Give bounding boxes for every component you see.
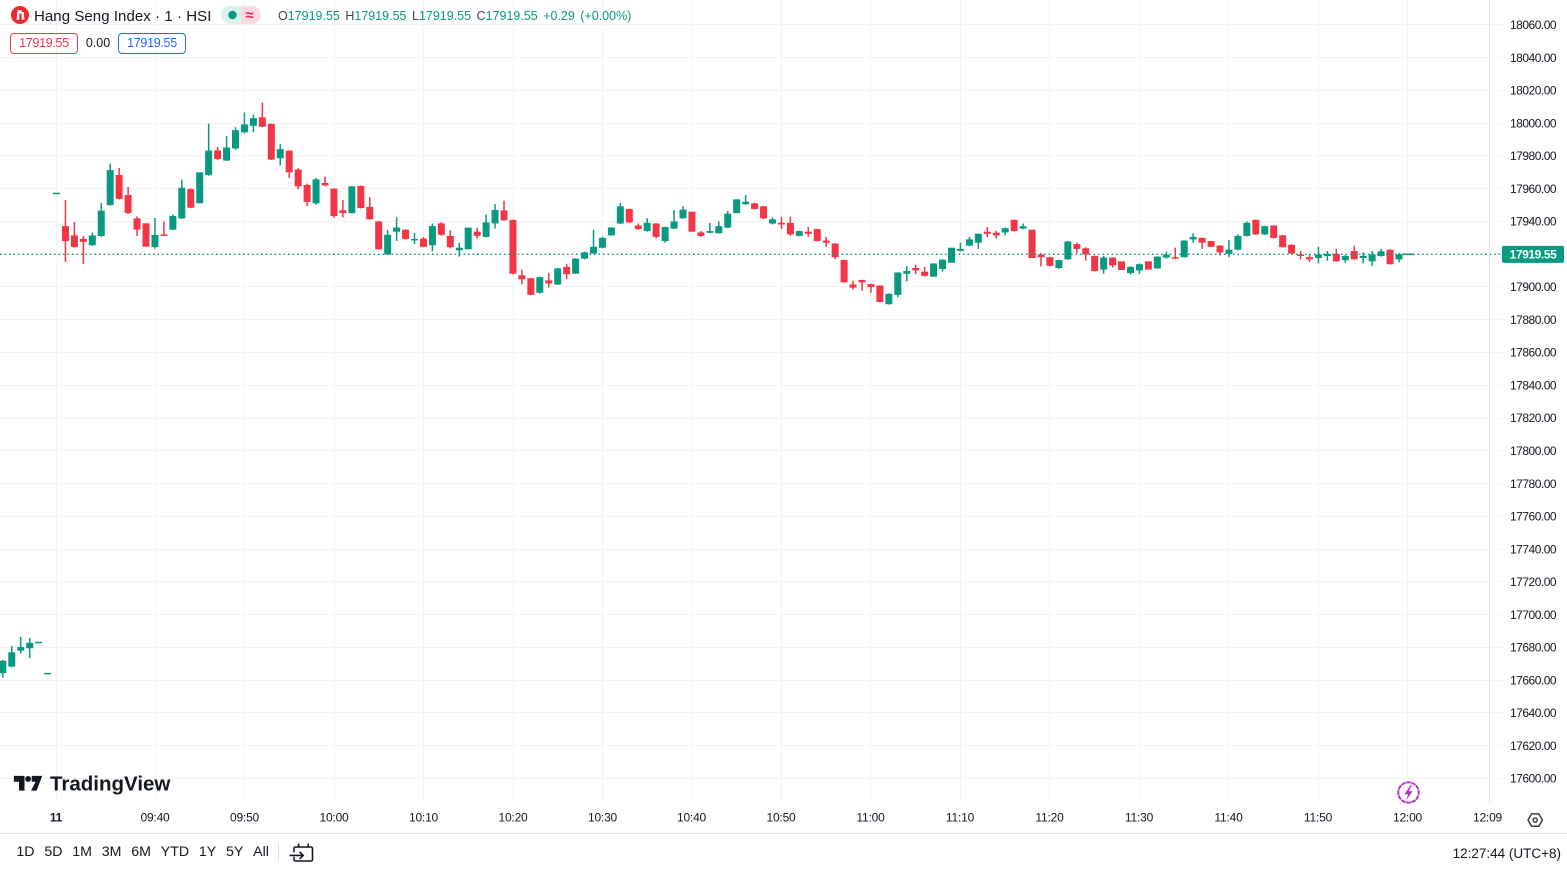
svg-text:11:20: 11:20: [1035, 811, 1064, 825]
svg-text:17660.00: 17660.00: [1510, 673, 1557, 687]
svg-text:11:30: 11:30: [1125, 811, 1154, 825]
svg-text:11:40: 11:40: [1214, 811, 1243, 825]
svg-text:17720.00: 17720.00: [1510, 575, 1557, 589]
svg-text:10:20: 10:20: [498, 811, 528, 825]
svg-text:18000.00: 18000.00: [1510, 116, 1557, 130]
svg-text:17700.00: 17700.00: [1510, 608, 1557, 622]
svg-text:17740.00: 17740.00: [1510, 542, 1557, 556]
svg-text:17919.55: 17919.55: [1510, 248, 1558, 262]
svg-text:12:00: 12:00: [1393, 811, 1423, 825]
svg-text:18060.00: 18060.00: [1510, 18, 1557, 32]
svg-text:17600.00: 17600.00: [1510, 772, 1557, 786]
svg-text:18020.00: 18020.00: [1510, 84, 1557, 98]
svg-text:12:09: 12:09: [1473, 811, 1503, 825]
svg-text:17780.00: 17780.00: [1510, 477, 1557, 491]
svg-text:11:00: 11:00: [856, 811, 885, 825]
svg-text:18040.00: 18040.00: [1510, 51, 1557, 65]
svg-text:11:50: 11:50: [1304, 811, 1333, 825]
svg-text:TradingView: TradingView: [50, 773, 170, 796]
svg-text:10:30: 10:30: [588, 811, 618, 825]
svg-text:≈: ≈: [245, 7, 253, 24]
svg-text:10:50: 10:50: [766, 811, 796, 825]
svg-text:17860.00: 17860.00: [1510, 346, 1557, 360]
svg-text:17800.00: 17800.00: [1510, 444, 1557, 458]
svg-text:17760.00: 17760.00: [1510, 510, 1557, 524]
svg-text:17620.00: 17620.00: [1510, 739, 1557, 753]
svg-text:17640.00: 17640.00: [1510, 706, 1557, 720]
svg-text:17680.00: 17680.00: [1510, 641, 1557, 655]
svg-text:10:10: 10:10: [409, 811, 439, 825]
svg-text:09:40: 09:40: [140, 811, 170, 825]
svg-text:17960.00: 17960.00: [1510, 182, 1557, 196]
svg-text:10:00: 10:00: [319, 811, 349, 825]
svg-text:10:40: 10:40: [677, 811, 707, 825]
svg-text:17940.00: 17940.00: [1510, 215, 1557, 229]
svg-text:11:10: 11:10: [946, 811, 975, 825]
svg-text:17980.00: 17980.00: [1510, 149, 1557, 163]
svg-text:17840.00: 17840.00: [1510, 379, 1557, 393]
svg-text:17880.00: 17880.00: [1510, 313, 1557, 327]
svg-text:11: 11: [50, 811, 63, 825]
svg-text:17900.00: 17900.00: [1510, 280, 1557, 294]
svg-text:17820.00: 17820.00: [1510, 411, 1557, 425]
svg-text:09:50: 09:50: [230, 811, 260, 825]
